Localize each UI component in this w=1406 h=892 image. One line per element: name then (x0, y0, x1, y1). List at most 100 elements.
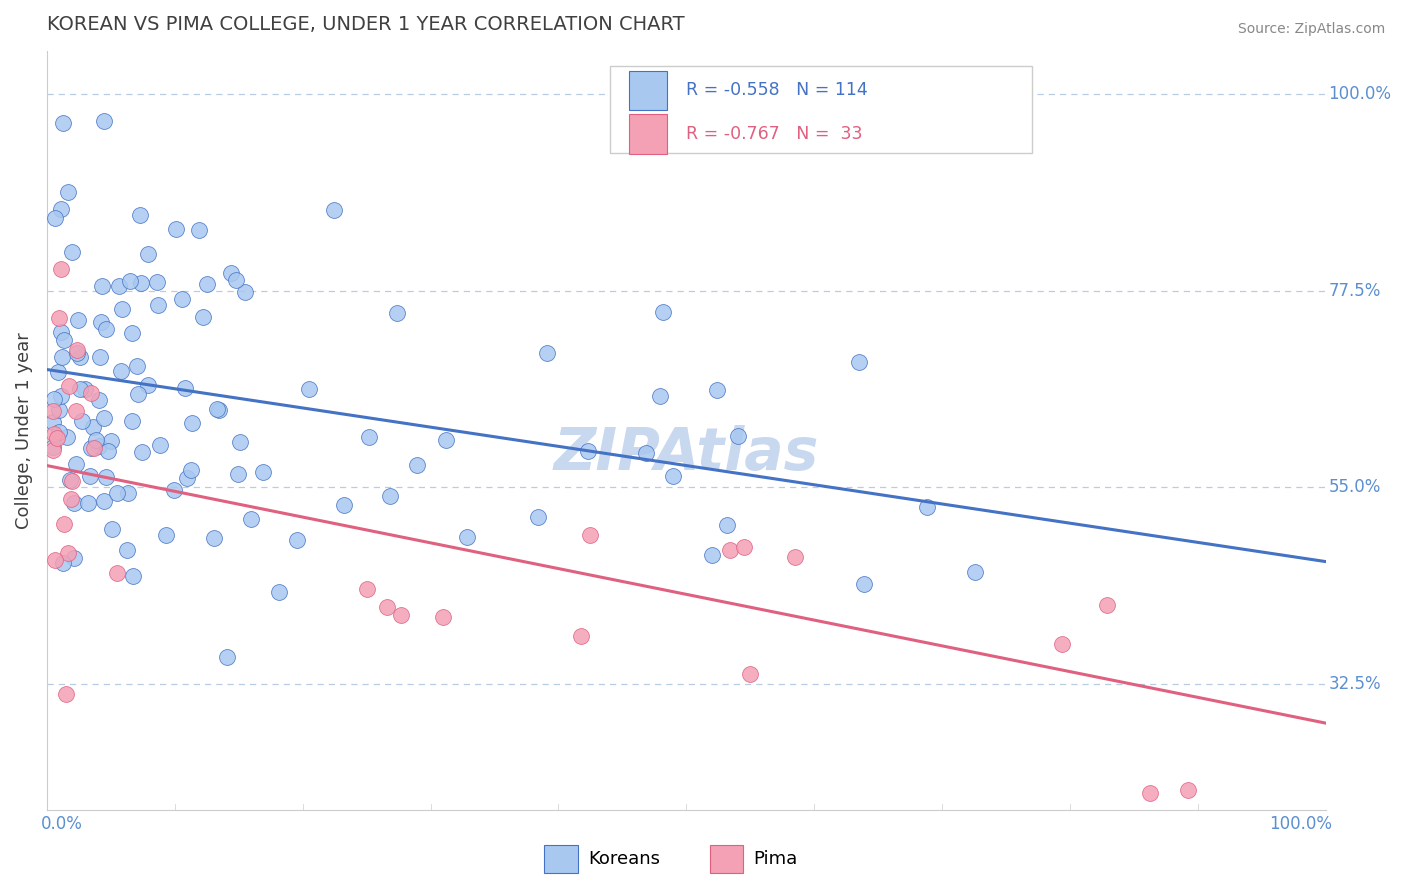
Point (375, 599, 398, 614)
Point (650, 389, 672, 403)
Text: Pima: Pima (754, 849, 797, 868)
Point (51, 262, 73, 277)
Point (101, 522, 124, 536)
FancyBboxPatch shape (710, 845, 744, 872)
FancyBboxPatch shape (628, 70, 668, 111)
Point (58, 379, 80, 393)
Point (148, 298, 170, 312)
Point (131, 445, 153, 459)
Point (267, 584, 290, 599)
Text: KOREAN VS PIMA COLLEGE, UNDER 1 YEAR CORRELATION CHART: KOREAN VS PIMA COLLEGE, UNDER 1 YEAR COR… (46, 15, 685, 34)
Point (146, 275, 169, 289)
Point (456, 530, 478, 544)
Point (67, 313, 90, 327)
Point (89, 350, 111, 364)
Point (66, 343, 89, 357)
Point (84, 434, 107, 448)
Text: R = -0.558   N = 114: R = -0.558 N = 114 (686, 81, 868, 100)
Point (42, 404, 65, 418)
Point (105, 486, 128, 500)
Point (131, 276, 153, 290)
Point (93, 411, 115, 425)
Point (89, 439, 111, 453)
Point (389, 608, 412, 623)
FancyBboxPatch shape (544, 845, 578, 872)
Point (56, 430, 79, 444)
Point (45, 431, 67, 445)
Point (298, 382, 321, 396)
Point (110, 364, 132, 378)
Point (195, 277, 218, 292)
Point (44, 392, 66, 406)
Point (80, 441, 103, 455)
Point (1095, 598, 1118, 612)
Point (59, 473, 82, 487)
Point (62, 474, 84, 488)
Point (233, 285, 256, 300)
Point (662, 468, 685, 483)
Point (136, 247, 159, 261)
Point (228, 467, 250, 482)
Point (357, 430, 380, 444)
Point (48, 425, 70, 440)
Point (69, 351, 91, 365)
Point (706, 383, 728, 397)
Point (70, 414, 93, 428)
Point (700, 548, 723, 562)
Point (170, 293, 193, 307)
Point (48, 365, 70, 379)
Point (120, 274, 142, 288)
Point (63, 496, 86, 510)
Point (52, 334, 75, 348)
Point (55, 687, 77, 701)
Text: 77.5%: 77.5% (1329, 282, 1381, 300)
Point (155, 528, 177, 542)
Y-axis label: College, Under 1 year: College, Under 1 year (15, 332, 32, 529)
Point (356, 582, 378, 596)
Point (127, 387, 149, 401)
Point (48, 402, 70, 417)
Point (69, 382, 91, 396)
Point (56, 185, 79, 199)
Text: Koreans: Koreans (588, 849, 661, 868)
Point (727, 429, 749, 443)
Point (94, 322, 117, 336)
Text: 55.0%: 55.0% (1329, 478, 1381, 496)
Point (1050, 637, 1073, 651)
Point (738, 667, 761, 681)
Point (52, 116, 75, 130)
Point (149, 437, 172, 451)
Text: Source: ZipAtlas.com: Source: ZipAtlas.com (1237, 22, 1385, 37)
Point (52, 516, 75, 531)
Point (193, 310, 215, 324)
Point (569, 628, 592, 642)
Point (80, 386, 103, 401)
Point (62, 551, 84, 566)
Point (208, 403, 231, 417)
Point (915, 500, 938, 515)
Point (215, 649, 238, 664)
Point (82, 420, 104, 434)
Point (229, 435, 252, 450)
FancyBboxPatch shape (610, 66, 1032, 153)
Point (180, 417, 202, 431)
Point (125, 359, 148, 373)
Text: 100.0%: 100.0% (1329, 86, 1392, 103)
Point (240, 511, 263, 525)
Point (576, 444, 599, 458)
Point (378, 490, 401, 504)
Point (173, 381, 195, 395)
Point (90, 279, 112, 293)
Point (785, 550, 807, 565)
Point (536, 345, 558, 359)
Point (108, 279, 131, 293)
Point (434, 433, 457, 447)
Point (94, 470, 117, 484)
Point (44, 553, 66, 567)
Point (136, 377, 159, 392)
Point (180, 463, 202, 477)
FancyBboxPatch shape (628, 114, 668, 154)
Point (42, 440, 65, 454)
Point (165, 222, 187, 236)
Point (252, 465, 274, 479)
